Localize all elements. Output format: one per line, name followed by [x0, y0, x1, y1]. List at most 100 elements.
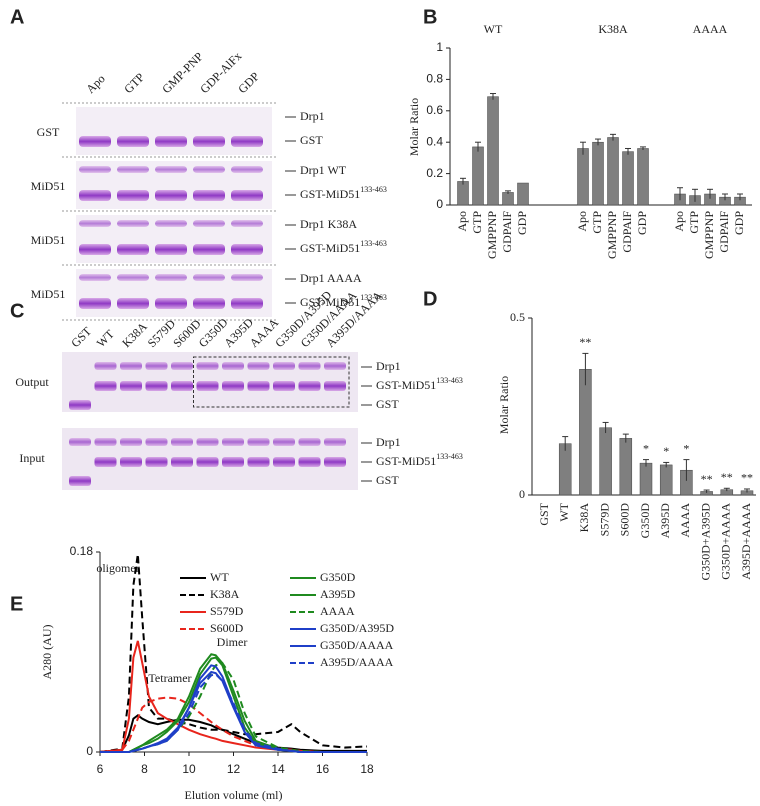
gel-band [79, 166, 111, 173]
gel-band [196, 381, 219, 391]
gel-band [171, 381, 193, 391]
marker-label: GST-MiD51133-463 [300, 293, 387, 309]
legend-label: K38A [210, 587, 240, 601]
x-tick-label: K38A [577, 503, 591, 533]
panel-label: D [423, 288, 437, 310]
y-tick-label: 0 [86, 744, 93, 758]
y-tick-label: 0 [519, 487, 525, 501]
marker-label: GST [300, 133, 323, 147]
significance-mark: ** [701, 472, 713, 486]
y-tick-label: 0.18 [70, 544, 94, 558]
gel-band [247, 457, 270, 467]
marker-label: GST-MiD51133-463 [300, 239, 387, 255]
selection-box [193, 356, 350, 408]
gel-band [193, 274, 225, 281]
marker-superscript: 133-463 [436, 376, 463, 385]
gel-band [222, 381, 244, 391]
x-tick-label: Apo [672, 211, 686, 232]
x-tick-label: GDP [515, 211, 529, 235]
bar [558, 443, 572, 496]
gel-band [145, 381, 168, 391]
significance-mark: ** [579, 335, 591, 349]
marker-label: Drp1 WT [300, 163, 347, 177]
gel-band [155, 166, 187, 173]
marker-text: Drp1 [376, 435, 401, 449]
marker-label: GST [376, 473, 399, 487]
marker-text: GST-MiD51 [300, 295, 360, 309]
x-tick-label: G350D [638, 503, 652, 539]
lane-label: WT [94, 327, 118, 351]
gel-band [196, 457, 219, 467]
x-tick-label: 16 [316, 762, 330, 776]
marker-text: GST-MiD51 [300, 187, 360, 201]
x-tick-label: GDPAlF [620, 211, 634, 253]
legend-label: AAAA [320, 604, 355, 618]
gel-band [69, 438, 91, 446]
y-tick-label: 1 [436, 40, 443, 54]
gel-band [193, 190, 225, 201]
panel-label: B [423, 6, 437, 28]
gel-band [298, 438, 321, 446]
lane-label: S600D [170, 316, 204, 350]
group-label: K38A [598, 22, 628, 36]
x-tick-label: GST [537, 502, 551, 525]
gel-band [247, 438, 270, 446]
annotation: oligomer [96, 561, 139, 575]
gel-band [324, 457, 346, 467]
gel-band [155, 298, 187, 309]
x-tick-label: G350D+A395D [698, 503, 712, 581]
group-label: WT [484, 22, 503, 36]
significance-mark: * [683, 441, 689, 455]
lane-label: S579D [145, 316, 179, 350]
gel-band [273, 381, 295, 391]
gel-band [193, 244, 225, 255]
gel-band [155, 274, 187, 281]
x-tick-label: 14 [271, 762, 285, 776]
marker-text: GST-MiD51 [376, 378, 436, 392]
y-tick-label: 0.2 [426, 166, 443, 180]
x-tick-label: GDP [635, 211, 649, 235]
x-tick-label: AAAA [678, 503, 692, 538]
marker-label: Drp1 K38A [300, 217, 357, 231]
gel-band [120, 381, 142, 391]
gel-band [273, 457, 295, 467]
gel-band [247, 362, 270, 370]
annotation: Dimer [217, 635, 248, 649]
line-series [100, 673, 367, 753]
gel-band [298, 457, 321, 467]
marker-label: Drp1 [300, 109, 325, 123]
line-series [100, 670, 367, 753]
gel-band [273, 362, 295, 370]
gel-band [171, 457, 193, 467]
marker-text: Drp1 [300, 109, 325, 123]
x-tick-label: 8 [141, 762, 148, 776]
x-tick-label: GDP [732, 211, 746, 235]
marker-text: Drp1 K38A [300, 217, 357, 231]
y-axis-title: Molar Ratio [497, 376, 511, 434]
marker-text: Drp1 WT [300, 163, 347, 177]
bar [659, 464, 673, 496]
gel-band [117, 190, 149, 201]
block-label: MiD51 [31, 179, 66, 193]
legend-label: G350D/A395D [320, 621, 394, 635]
gel-band [196, 438, 219, 446]
gel-band [94, 381, 117, 391]
line-series [99, 554, 368, 753]
gel-band [69, 400, 91, 410]
bar [579, 369, 592, 496]
x-tick-label: G350D+AAAA [719, 503, 733, 580]
y-tick-label: 0 [436, 197, 443, 211]
annotation: Tetramer [148, 671, 191, 685]
x-tick-label: S579D [597, 503, 611, 537]
gel-band [231, 190, 263, 201]
marker-superscript: 133-463 [360, 293, 387, 302]
gel-background [76, 107, 272, 155]
block-label: MiD51 [31, 287, 66, 301]
y-tick-label: 0.6 [426, 103, 443, 117]
x-tick-label: GMPPNP [485, 211, 499, 259]
gel-band [94, 362, 117, 370]
gel-band [324, 381, 346, 391]
marker-label: Drp1 [376, 435, 401, 449]
gel-band [231, 274, 263, 281]
